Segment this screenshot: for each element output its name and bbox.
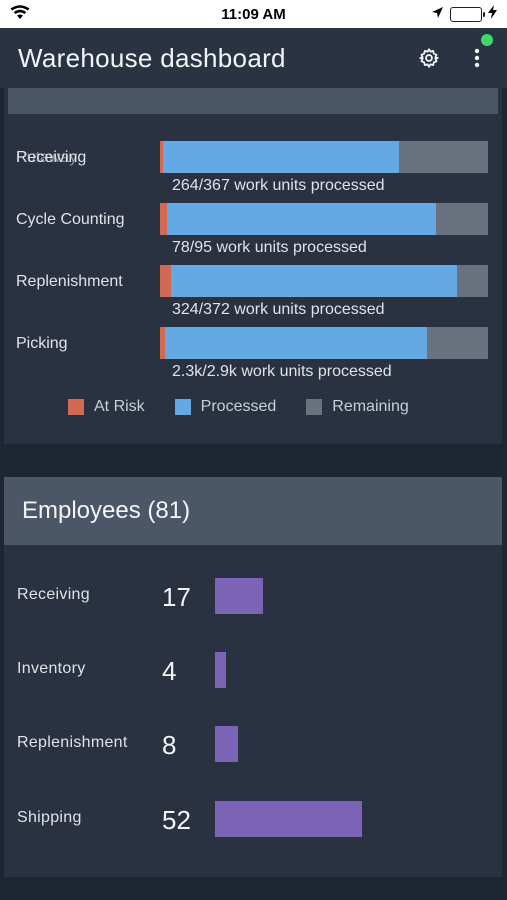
processed-segment bbox=[163, 141, 400, 173]
legend-label: Remaining bbox=[332, 398, 409, 415]
employee-group-label: Shipping bbox=[17, 809, 82, 826]
employee-group-label: Receiving bbox=[17, 586, 90, 603]
employee-count: 4 bbox=[162, 656, 177, 686]
remaining-segment bbox=[435, 203, 488, 235]
processed-segment bbox=[164, 327, 428, 359]
at-risk-segment bbox=[160, 327, 165, 359]
at-risk-segment bbox=[160, 203, 167, 235]
employee-count: 52 bbox=[162, 805, 191, 835]
at-risk-segment bbox=[160, 141, 164, 173]
employee-bar bbox=[215, 652, 226, 688]
employees-header: Employees (81) bbox=[4, 477, 502, 545]
at-risk-segment bbox=[160, 265, 172, 297]
task-row-replenishment: Replenishment 324/372 work units process… bbox=[4, 265, 502, 327]
remaining-swatch bbox=[306, 399, 323, 415]
task-progress-note: 324/372 work units processed bbox=[172, 301, 385, 318]
task-label: Cycle Counting bbox=[16, 211, 125, 228]
settings-gear-icon[interactable] bbox=[417, 46, 441, 70]
task-progress-bar bbox=[160, 265, 488, 297]
employee-count: 8 bbox=[162, 730, 177, 760]
task-label: Replenishment bbox=[16, 273, 123, 290]
page-title: Warehouse dashboard bbox=[18, 42, 286, 73]
charging-bolt-icon bbox=[488, 5, 497, 23]
task-label: Receiving bbox=[16, 149, 87, 166]
chart-legend: At Risk Processed Remaining bbox=[68, 398, 409, 416]
connection-status-dot bbox=[481, 34, 493, 46]
task-progress-note: 264/367 work units processed bbox=[172, 177, 385, 194]
legend-at-risk: At Risk bbox=[68, 398, 145, 416]
task-row-receiving: Receiving Putaway 264/367 work units pro… bbox=[4, 141, 502, 203]
employees-card: Employees (81) Receiving 17 Inventory 4 … bbox=[4, 477, 502, 877]
wifi-icon bbox=[10, 4, 30, 24]
processed-segment bbox=[171, 265, 457, 297]
task-progress-note: 78/95 work units processed bbox=[172, 239, 367, 256]
app-header: Warehouse dashboard bbox=[0, 28, 507, 88]
legend-processed: Processed bbox=[174, 398, 277, 416]
employee-row-replenishment: Replenishment 8 bbox=[4, 726, 502, 766]
work-card-header bbox=[8, 88, 498, 114]
task-row-picking: Picking 2.3k/2.9k work units processed bbox=[4, 327, 502, 389]
employee-bar bbox=[215, 726, 238, 762]
legend-remaining: Remaining bbox=[306, 398, 409, 416]
employee-bar bbox=[215, 578, 263, 614]
remaining-segment bbox=[399, 141, 488, 173]
task-progress-bar bbox=[160, 203, 488, 235]
processed-segment bbox=[166, 203, 436, 235]
employee-group-label: Replenishment bbox=[17, 734, 128, 751]
remaining-segment bbox=[456, 265, 488, 297]
processed-swatch bbox=[174, 399, 191, 415]
location-arrow-icon bbox=[431, 6, 444, 23]
task-progress-bar bbox=[160, 327, 488, 359]
employee-count: 17 bbox=[162, 582, 191, 612]
employee-row-inventory: Inventory 4 bbox=[4, 652, 502, 692]
more-options-icon[interactable] bbox=[465, 46, 489, 70]
at-risk-swatch bbox=[68, 399, 84, 415]
employee-row-receiving: Receiving 17 bbox=[4, 578, 502, 618]
legend-label: Processed bbox=[200, 398, 277, 415]
legend-label: At Risk bbox=[94, 398, 145, 415]
employees-title: Employees (81) bbox=[22, 497, 191, 524]
task-overlay-label: Putaway bbox=[16, 149, 78, 166]
task-progress-note: 2.3k/2.9k work units processed bbox=[172, 363, 392, 380]
employee-group-label: Inventory bbox=[17, 660, 86, 677]
remaining-segment bbox=[427, 327, 488, 359]
battery-icon bbox=[450, 6, 485, 22]
work-units-card: Receiving Putaway 264/367 work units pro… bbox=[4, 88, 502, 444]
status-bar: 11:09 AM bbox=[0, 0, 507, 28]
employee-bar bbox=[215, 801, 362, 837]
employee-row-shipping: Shipping 52 bbox=[4, 801, 502, 841]
task-label: Picking bbox=[16, 335, 68, 352]
task-progress-bar bbox=[160, 141, 488, 173]
task-row-cycle-counting: Cycle Counting 78/95 work units processe… bbox=[4, 203, 502, 265]
